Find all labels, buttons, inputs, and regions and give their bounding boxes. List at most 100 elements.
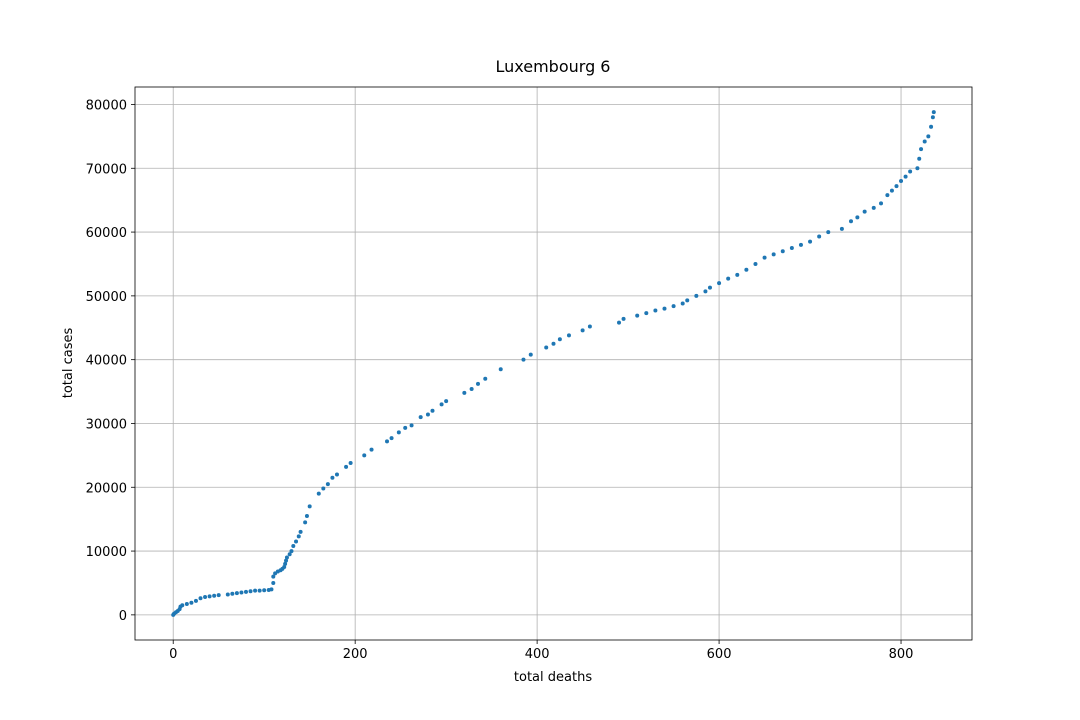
point: [230, 591, 235, 596]
point: [930, 115, 935, 120]
point: [903, 174, 908, 179]
chart-title: Luxembourg 6: [496, 57, 611, 76]
point: [889, 188, 894, 193]
point: [303, 520, 308, 525]
point: [271, 574, 276, 579]
point: [469, 387, 474, 392]
point: [808, 239, 813, 244]
point: [184, 602, 189, 607]
point: [344, 464, 349, 469]
point: [899, 179, 904, 184]
point: [707, 285, 712, 290]
point: [321, 486, 326, 491]
y-tick-label: 60000: [86, 226, 127, 241]
point: [922, 139, 927, 144]
y-tick-label: 40000: [86, 354, 127, 369]
point: [316, 491, 321, 496]
point: [717, 281, 722, 286]
point: [726, 276, 731, 281]
point: [330, 475, 335, 480]
point: [671, 304, 676, 309]
point: [735, 272, 740, 277]
point: [296, 534, 301, 539]
point: [425, 412, 430, 417]
point: [498, 367, 503, 372]
point: [248, 589, 253, 594]
point: [287, 552, 292, 557]
point: [871, 205, 876, 210]
point: [282, 565, 287, 570]
point: [271, 580, 276, 585]
point: [521, 357, 526, 362]
point: [680, 301, 685, 306]
point: [703, 289, 708, 294]
point: [919, 147, 924, 152]
point: [929, 124, 934, 129]
point: [685, 298, 690, 303]
y-tick-label: 10000: [86, 545, 127, 560]
point: [180, 603, 185, 608]
y-tick-label: 80000: [86, 98, 127, 113]
point: [439, 402, 444, 407]
point: [798, 242, 803, 247]
point: [283, 561, 288, 566]
point: [298, 529, 303, 534]
point: [262, 588, 267, 593]
point: [284, 558, 289, 563]
point: [848, 219, 853, 224]
point: [385, 439, 390, 444]
point: [587, 324, 592, 329]
point: [653, 308, 658, 313]
y-axis-label: total cases: [61, 328, 76, 399]
point: [544, 345, 549, 350]
x-tick-label: 400: [525, 647, 550, 662]
x-axis-label: total deaths: [514, 670, 592, 685]
point: [926, 134, 931, 139]
x-tick-label: 800: [889, 647, 914, 662]
point: [879, 201, 884, 206]
point: [780, 249, 785, 254]
point: [212, 593, 217, 598]
point: [257, 588, 262, 593]
point: [189, 600, 194, 605]
point: [908, 169, 913, 174]
point: [662, 306, 667, 311]
point: [915, 166, 920, 171]
point: [253, 588, 258, 593]
point: [289, 549, 294, 554]
point: [694, 293, 699, 298]
point: [635, 313, 640, 318]
point: [409, 423, 414, 428]
point: [307, 504, 312, 509]
y-tick-label: 0: [119, 609, 127, 624]
point: [580, 328, 585, 333]
point: [216, 593, 221, 598]
y-tick-label: 20000: [86, 481, 127, 496]
plot-frame: [134, 86, 973, 641]
point: [269, 587, 274, 592]
point: [193, 598, 198, 603]
y-tick-label: 50000: [86, 290, 127, 305]
point: [789, 246, 794, 251]
point: [817, 234, 822, 239]
point: [462, 390, 467, 395]
point: [528, 352, 533, 357]
point: [894, 184, 899, 189]
point: [444, 399, 449, 404]
point: [348, 461, 353, 466]
point: [885, 193, 890, 198]
point: [753, 261, 758, 266]
point: [826, 230, 831, 235]
point: [304, 513, 309, 518]
point: [551, 341, 556, 346]
point: [389, 436, 394, 441]
point: [234, 591, 239, 596]
point: [203, 595, 208, 600]
point: [771, 252, 776, 257]
x-tick-label: 0: [169, 647, 177, 662]
point: [931, 110, 936, 115]
point: [917, 156, 922, 161]
y-tick-label: 30000: [86, 417, 127, 432]
point: [862, 209, 867, 214]
